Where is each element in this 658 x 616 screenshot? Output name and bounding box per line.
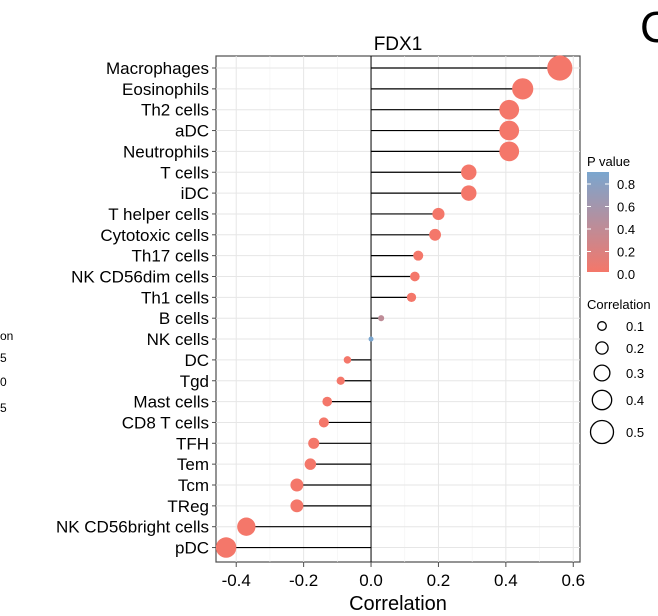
y-tick-label: Th1 cells <box>141 288 209 307</box>
point <box>308 437 320 449</box>
size-key-circle <box>595 341 609 355</box>
p-value-legend-title: P value <box>587 154 630 169</box>
point <box>343 356 352 364</box>
y-tick-label: NK cells <box>147 330 209 349</box>
point <box>336 376 345 385</box>
point <box>322 396 333 407</box>
y-axis-labels: Macrophages Eosinophils Th2 cells aDCNeutro… <box>56 59 216 558</box>
size-key-label: 0.4 <box>626 393 644 408</box>
x-tick-label: 0.2 <box>427 571 451 590</box>
y-tick-label: Cytotoxic cells <box>100 226 209 245</box>
cropped-legend-title-fragment: on <box>0 329 13 343</box>
y-tick-label: iDC <box>181 184 209 203</box>
x-axis: -0.4 -0.2 0.0 0.2 0.4 0.6 <box>222 562 585 590</box>
point <box>413 250 424 261</box>
colorbar-tick-label: 0.2 <box>617 245 635 260</box>
size-key-circle <box>589 419 615 445</box>
y-tick-label: Macrophages <box>106 59 209 78</box>
y-tick-label: Mast cells <box>133 393 209 412</box>
y-tick-label: T cells <box>160 163 209 182</box>
p-value-colorbar <box>587 172 609 272</box>
stems <box>226 67 560 549</box>
point <box>318 417 329 428</box>
point <box>499 99 520 120</box>
point <box>290 499 304 513</box>
y-tick-label: Tem <box>177 455 209 474</box>
colorbar-tick-label: 0.4 <box>617 222 635 237</box>
point <box>499 120 520 141</box>
x-tick-label: -0.2 <box>289 571 318 590</box>
points <box>215 55 573 558</box>
y-tick-label: Neutrophils <box>123 142 209 161</box>
x-tick-label: 0.0 <box>359 571 383 590</box>
x-tick-label: 0.4 <box>494 571 518 590</box>
y-tick-label: DC <box>184 351 209 370</box>
chart-title: FDX1 <box>374 34 423 55</box>
size-key-label: 0.5 <box>626 425 644 440</box>
point <box>432 207 445 221</box>
colorbar-tick-label: 0.0 <box>617 267 635 282</box>
size-key-circle <box>597 321 607 331</box>
y-tick-label: TFH <box>176 434 209 453</box>
correlation-legend: Correlation 0.1 0.2 0.3 0.4 0.5 <box>587 297 651 445</box>
point <box>406 292 417 303</box>
y-tick-label: pDC <box>175 539 209 558</box>
point <box>499 141 520 162</box>
point <box>290 478 304 492</box>
size-key-label: 0.1 <box>626 319 644 334</box>
y-tick-label: CD8 T cells <box>122 413 209 432</box>
point <box>215 537 237 558</box>
y-tick-label: Tcm <box>178 476 209 495</box>
cropped-legend-tick-fragment: 5 <box>0 351 7 365</box>
y-tick-label: TReg <box>167 497 209 516</box>
y-tick-label: aDC <box>175 122 209 141</box>
size-key-circle <box>593 364 611 382</box>
y-tick-label: NK CD56bright cells <box>56 518 209 537</box>
y-tick-label: Tgd <box>180 372 209 391</box>
point <box>547 55 573 81</box>
y-tick-label: Th17 cells <box>132 247 209 266</box>
point <box>512 78 534 100</box>
point <box>461 164 477 180</box>
point <box>378 315 385 322</box>
point <box>304 458 317 470</box>
size-key-label: 0.3 <box>626 366 644 381</box>
plot-panel <box>215 55 581 563</box>
y-tick-label: NK CD56dim cells <box>71 268 209 287</box>
x-axis-title: Correlation <box>349 593 447 615</box>
cropped-legend-tick-fragment: 0 <box>0 375 7 389</box>
colorbar-tick-label: 0.6 <box>617 200 635 215</box>
colorbar-tick-label: 0.8 <box>617 177 635 192</box>
x-tick-label: 0.6 <box>561 571 585 590</box>
y-tick-label: Th2 cells <box>141 101 209 120</box>
cropped-panel-letter: C <box>640 3 658 52</box>
y-tick-label: Eosinophils <box>122 80 209 99</box>
y-tick-label: B cells <box>159 309 209 328</box>
point <box>410 271 420 282</box>
p-value-legend: P value 0.8 0.6 0.4 0.2 0.0 <box>587 154 635 282</box>
correlation-legend-title: Correlation <box>587 297 651 312</box>
point <box>429 228 441 241</box>
point <box>461 185 477 201</box>
size-key-circle <box>591 389 613 411</box>
x-tick-label: -0.4 <box>222 571 251 590</box>
size-key-label: 0.2 <box>626 341 644 356</box>
left-cropped-legend-fragment: on 5 0 5 <box>0 329 13 415</box>
point <box>368 336 374 342</box>
y-tick-label: T helper cells <box>108 205 209 224</box>
point <box>237 517 256 536</box>
cropped-legend-tick-fragment: 5 <box>0 401 7 415</box>
